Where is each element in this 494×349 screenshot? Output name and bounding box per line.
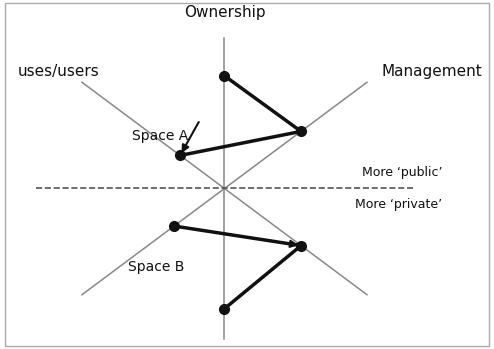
Text: Space B: Space B xyxy=(128,260,184,274)
Text: uses/users: uses/users xyxy=(18,64,99,79)
Text: Space A: Space A xyxy=(132,129,188,143)
Text: Ownership: Ownership xyxy=(184,5,265,20)
Text: More ‘private’: More ‘private’ xyxy=(355,198,442,210)
Text: More ‘public’: More ‘public’ xyxy=(362,166,442,179)
Text: Management: Management xyxy=(382,64,483,79)
